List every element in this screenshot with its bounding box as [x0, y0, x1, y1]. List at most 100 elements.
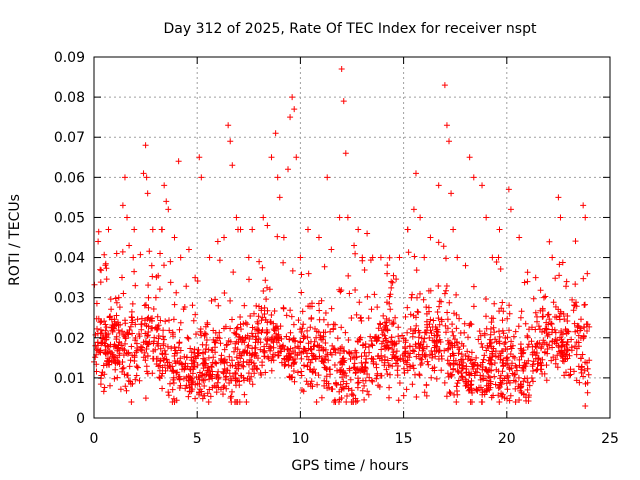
y-tick-label: 0.06 [54, 170, 85, 186]
roti-data-point [384, 270, 391, 277]
y-tick-label: 0.07 [54, 130, 85, 146]
x-tick-label: 25 [601, 431, 619, 447]
roti-data-point [97, 266, 104, 273]
x-tick-label: 0 [90, 431, 99, 447]
roti-data-point [443, 122, 450, 129]
roti-data-point [163, 198, 170, 205]
y-tick-label: 0 [76, 411, 85, 427]
roti-data-point [582, 214, 589, 221]
roti-data-point [285, 166, 292, 173]
x-tick-label: 15 [395, 431, 413, 447]
roti-data-point [412, 170, 419, 177]
roti-data-point [328, 246, 335, 253]
y-tick-label: 0.09 [54, 50, 85, 66]
roti-data-point [524, 278, 531, 285]
roti-data-point [479, 182, 486, 189]
roti-data-point [115, 294, 122, 301]
roti-data-point [256, 258, 263, 265]
roti-data-point [280, 234, 287, 241]
roti-data-point [103, 334, 110, 341]
roti-data-point [157, 250, 164, 257]
roti-data-point [144, 190, 151, 197]
roti-data-point [410, 206, 417, 213]
y-tick-label: 0.04 [54, 251, 85, 267]
roti-data-point [462, 262, 469, 269]
roti-data-point [540, 294, 547, 301]
roti-data-point [516, 234, 523, 241]
roti-data-point [274, 174, 281, 181]
roti-data-point [427, 234, 434, 241]
roti-data-point [130, 254, 137, 261]
roti-data-point [196, 154, 203, 161]
roti-data-point [268, 154, 275, 161]
roti-data-point [351, 242, 358, 249]
axis-ticks: 0 0.01 0.02 0.03 0.04 0.05 0.06 0.07 0.08 0.09 0 5 1… [54, 50, 619, 447]
roti-data-point [132, 282, 139, 289]
roti-data-point [291, 106, 298, 113]
roti-data-point [359, 254, 366, 261]
roti-data-point [355, 226, 362, 233]
roti-data-point [95, 238, 102, 245]
data-points [91, 66, 593, 409]
x-tick-label: 10 [291, 431, 309, 447]
roti-data-point [233, 214, 240, 221]
roti-data-point [221, 234, 228, 241]
roti-data-point [140, 170, 147, 177]
roti-data-point [272, 130, 279, 137]
roti-data-point [435, 182, 442, 189]
roti-data-point [470, 174, 477, 181]
roti-data-point [338, 66, 345, 73]
roti-data-point [142, 142, 149, 149]
roti-data-point [448, 190, 455, 197]
roti-data-point [167, 258, 174, 265]
roti-data-point [417, 214, 424, 221]
roti-data-point [276, 194, 283, 201]
roti-data-point [214, 238, 221, 245]
y-tick-label: 0.05 [54, 210, 85, 226]
roti-data-point [237, 226, 244, 233]
roti-data-point [369, 254, 376, 261]
roti-data-point [119, 202, 126, 209]
y-tick-label: 0.02 [54, 331, 85, 347]
roti-data-point [315, 234, 322, 241]
roti-data-point [340, 98, 347, 105]
roti-data-point [571, 302, 578, 309]
roti-data-point [466, 154, 473, 161]
roti-data-point [555, 194, 562, 201]
roti-data-point [198, 174, 205, 181]
roti-data-point [505, 186, 512, 193]
roti-data-point [342, 150, 349, 157]
roti-data-point [489, 254, 496, 261]
roti-data-point [450, 226, 457, 233]
roti-data-point [245, 254, 252, 261]
roti-data-point [297, 254, 304, 261]
roti-data-point [563, 278, 570, 285]
roti-data-point [377, 254, 384, 261]
roti-data-point [336, 214, 343, 221]
roti-data-point [185, 246, 192, 253]
y-tick-label: 0.01 [54, 371, 85, 387]
roti-data-point [111, 318, 118, 325]
roti-data-point [165, 206, 172, 213]
roti-data-point [121, 174, 128, 181]
roti-data-point [580, 202, 587, 209]
roti-data-point [483, 214, 490, 221]
roti-data-point [143, 174, 150, 181]
roti-data-point [507, 206, 514, 213]
roti-data-point [171, 234, 178, 241]
y-tick-label: 0.08 [54, 90, 85, 106]
roti-data-point [557, 214, 564, 221]
roti-data-point [388, 278, 395, 285]
roti-data-point [344, 214, 351, 221]
y-tick-label: 0.03 [54, 291, 85, 307]
roti-data-point [126, 242, 133, 249]
roti-data-point [148, 262, 155, 269]
roti-data-point [532, 274, 539, 281]
roti-data-point [305, 270, 312, 277]
roti-data-point [264, 222, 271, 229]
roti-data-point [404, 226, 411, 233]
roti-data-point [161, 182, 168, 189]
roti-data-point [124, 214, 131, 221]
roti-data-point [225, 122, 232, 129]
roti-data-point [441, 82, 448, 89]
